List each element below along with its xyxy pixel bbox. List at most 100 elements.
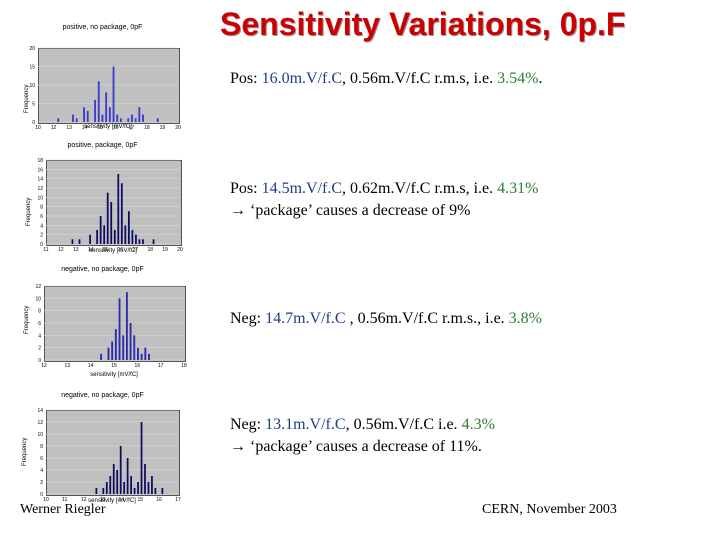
note-rms: , 0.62m.V/f.C r.m.s, i.e. (342, 180, 498, 197)
histogram-bar (140, 353, 143, 360)
y-tick-label: 6 (40, 214, 43, 220)
histogram-bar (57, 118, 60, 122)
y-tick-label: 10 (37, 432, 43, 438)
histogram-bar (109, 476, 112, 494)
histogram-bar (100, 353, 103, 360)
histogram-bar (117, 174, 120, 244)
histogram-bar (124, 225, 127, 244)
x-tick-label: 14 (119, 497, 125, 503)
histogram-bar (133, 488, 136, 494)
histogram-bar (138, 107, 141, 122)
x-tick-label: 17 (129, 125, 135, 131)
venue-date: CERN, November 2003 (482, 502, 617, 517)
x-tick-label: 12 (51, 125, 57, 131)
x-tick-label: 14 (88, 363, 94, 369)
y-tick-label: 12 (35, 284, 41, 290)
note-percent: 3.8% (508, 310, 542, 327)
histogram-bar (107, 347, 110, 360)
histogram-bar (148, 353, 150, 360)
histogram-bar (123, 482, 126, 494)
x-axis-label: sensitivity [mV/fC] (90, 372, 138, 378)
histogram-bar (144, 347, 147, 360)
histogram-bar (96, 230, 99, 244)
note-prefix: Pos: (230, 180, 262, 197)
histogram-bar (102, 488, 105, 494)
histogram-bar (135, 234, 137, 244)
y-tick-label: 2 (38, 346, 41, 352)
y-tick-label: 12 (37, 420, 43, 426)
y-tick-label: 10 (37, 195, 43, 201)
histogram-bar (137, 482, 139, 494)
histogram-bar (127, 211, 130, 244)
histogram-bar (105, 92, 108, 122)
x-tick-label: 17 (158, 363, 164, 369)
x-tick-label: 16 (135, 363, 141, 369)
histogram-bar (116, 470, 119, 494)
y-tick-label: 5 (32, 102, 35, 108)
histogram-bar (86, 110, 89, 122)
x-tick-label: 13 (66, 125, 72, 131)
x-tick-label: 18 (181, 363, 187, 369)
histogram-bar (138, 239, 141, 244)
y-tick-label: 14 (37, 408, 43, 414)
author-name: Werner Riegler (20, 502, 106, 517)
x-tick-label: 18 (147, 247, 153, 253)
x-tick-label: 12 (58, 247, 64, 253)
histogram-chart-1: positive, no package, 0pF 20 15 10 5 0 10 12 13… (20, 18, 185, 133)
histogram-bar (137, 347, 139, 360)
y-tick-label: 4 (38, 333, 41, 339)
histogram-bar (129, 323, 132, 360)
x-tick-label: 13 (65, 363, 71, 369)
x-axis-label: sensitivity [mV/fC] (84, 124, 132, 130)
y-tick-label: 0 (40, 242, 43, 248)
histogram-bar (89, 234, 91, 244)
x-tick-label: 11 (43, 247, 48, 253)
histogram-bar (151, 476, 153, 494)
note-rms: , 0.56m.V/f.C r.m.s., i.e. (345, 310, 509, 327)
note-mean: 14.5m.V/f.C (261, 180, 343, 197)
y-tick-label: 2 (40, 480, 43, 486)
x-axis-label: sensitivity [mV/fC] (89, 248, 137, 254)
histogram-bar (142, 114, 144, 122)
x-tick-label: 13 (100, 497, 106, 503)
histogram-bar (72, 114, 74, 122)
y-tick-label: 8 (38, 309, 41, 315)
y-tick-label: 0 (32, 120, 35, 126)
x-tick-label: 15 (103, 247, 109, 253)
histogram-bar (161, 488, 164, 494)
x-tick-label: 10 (43, 497, 49, 503)
y-axis-label: Frequency (22, 437, 28, 466)
histogram-chart-3: negative, no package, 0pF 12 10 8 6 4 2 0 12 13 1… (20, 262, 187, 384)
note-pos-no-package: Pos: 16.0m.V/f.C, 0.56m.V/f.C r.m.s, i.e… (230, 70, 542, 88)
x-tick-label: 17 (175, 497, 181, 503)
note-pos-package: Pos: 14.5m.V/f.C, 0.62m.V/f.C r.m.s, i.e… (230, 180, 538, 198)
y-tick-label: 14 (37, 177, 43, 183)
x-axis-label: sensitivity [mV/fC] (88, 498, 136, 504)
chart-title: positive, package, 0pF (67, 142, 138, 149)
x-tick-label: 11 (62, 497, 67, 503)
histogram-bar (156, 118, 159, 122)
note-prefix: Neg: (230, 416, 266, 433)
histogram-bar (134, 118, 137, 122)
note-mean: 16.0m.V/f.C (261, 70, 343, 87)
note-prefix: Neg: (230, 310, 266, 327)
y-tick-label: 18 (37, 158, 43, 164)
chart-title: negative, no package, 0pF (61, 266, 144, 273)
x-tick-label: 16 (113, 125, 119, 131)
y-tick-label: 4 (40, 468, 43, 474)
histogram-bar (119, 118, 122, 122)
x-tick-label: 12 (41, 363, 47, 369)
y-tick-label: 6 (40, 456, 43, 462)
x-tick-label: 17 (133, 247, 139, 253)
histogram-bar (97, 81, 100, 122)
y-tick-label: 16 (37, 167, 43, 173)
x-tick-label: 15 (138, 497, 144, 503)
y-tick-label: 20 (29, 46, 35, 52)
y-tick-label: 10 (29, 83, 35, 89)
histogram-bar (111, 341, 114, 360)
histogram-bar (83, 107, 85, 122)
histogram-bar (126, 458, 129, 494)
histogram-bar (130, 476, 132, 494)
